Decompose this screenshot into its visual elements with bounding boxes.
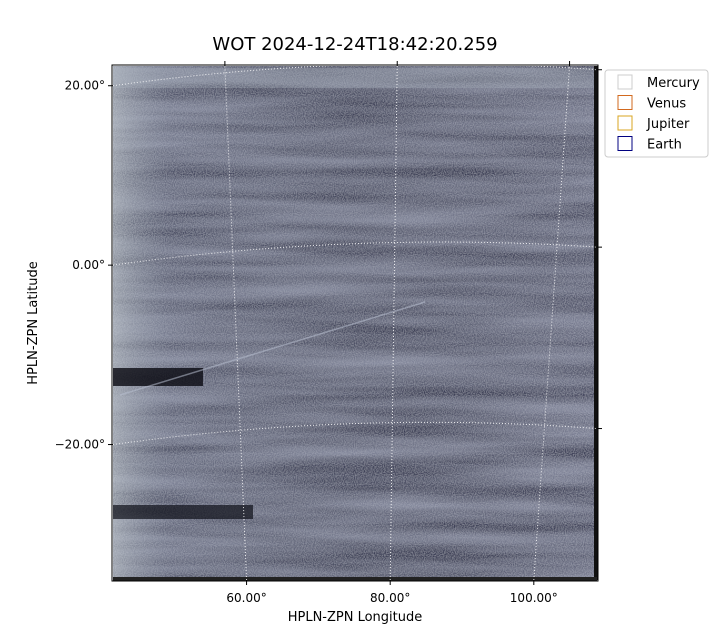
legend-label: Venus <box>647 97 686 112</box>
image <box>113 66 598 581</box>
axes-frame <box>111 64 599 582</box>
legend-label: Jupiter <box>646 117 690 132</box>
legend: Mercury Venus Jupiter Earth <box>604 69 709 158</box>
grid-line <box>112 421 598 446</box>
y-tick-label: −20.00° <box>55 438 105 452</box>
image-dark-band <box>113 368 203 386</box>
image-border <box>594 66 598 580</box>
y-tick-label: 20.00° <box>65 79 105 93</box>
image-dark-band <box>113 505 253 519</box>
grid-line <box>112 241 598 266</box>
legend-swatch <box>617 95 633 110</box>
x-tick-label: 60.00° <box>226 591 266 605</box>
x-tick-label: 80.00° <box>370 591 410 605</box>
legend-swatch <box>617 74 633 90</box>
x-tick-label: 100.00° <box>510 591 558 605</box>
legend-label: Mercury <box>647 76 700 91</box>
legend-box <box>604 69 709 158</box>
grid-line <box>533 65 571 581</box>
legend-label: Earth <box>647 138 682 153</box>
chart-title: WOT 2024-12-24T18:42:20.259 <box>212 34 497 55</box>
legend-swatch <box>617 136 633 151</box>
image-band <box>113 68 597 88</box>
streak <box>119 301 426 396</box>
y-tick-label: 0.00° <box>72 258 105 272</box>
legend-swatch <box>617 115 633 131</box>
y-axis-label: HPLN-ZPN Latitude <box>26 261 41 384</box>
x-axis-label: HPLN-ZPN Longitude <box>288 610 423 625</box>
image-border <box>113 577 597 581</box>
